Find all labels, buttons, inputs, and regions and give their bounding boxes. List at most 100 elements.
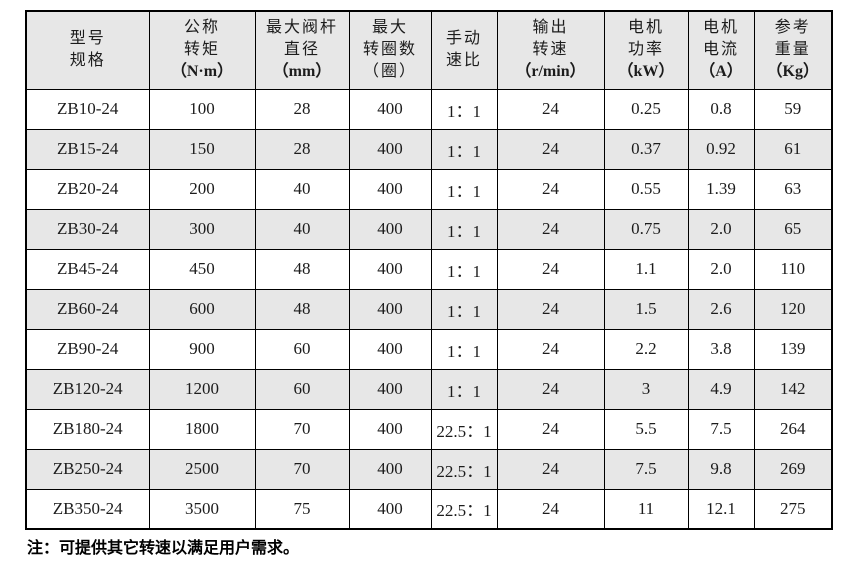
value-cell: 275 [753,488,833,530]
value-cell: 1.5 [603,288,689,330]
value-cell: 2.0 [687,248,755,290]
column-header-5: 输出 转速 （r/min） [496,10,605,90]
value-cell: 400 [348,128,432,170]
model-cell: ZB45-24 [25,248,150,290]
column-header-7: 电机电流 （A） [687,10,755,90]
value-cell: 120 [753,288,833,330]
value-cell: 450 [148,248,256,290]
value-cell: 24 [496,448,605,490]
value-cell: 1800 [148,408,256,450]
value-cell: 900 [148,328,256,370]
value-cell: 24 [496,368,605,410]
value-cell: 24 [496,328,605,370]
value-cell: 400 [348,448,432,490]
value-cell: 1：1 [430,328,498,370]
value-cell: 400 [348,288,432,330]
header-line: 手动 [445,30,482,48]
header-line: 转圈数 [362,41,417,59]
header-line: 最大阀杆 [265,19,338,37]
table-row: ZB60-24 600 48 400 1：1 24 1.5 2.6 120 [25,288,833,330]
value-cell: 400 [348,168,432,210]
value-cell: 65 [753,208,833,250]
value-cell: 0.92 [687,128,755,170]
header-line: 重量 [774,41,811,59]
model-cell: ZB90-24 [25,328,150,370]
value-cell: 400 [348,208,432,250]
value-cell: 61 [753,128,833,170]
value-cell: 7.5 [687,408,755,450]
column-header-2: 最大阀杆 直径 （mm） [254,10,350,90]
value-cell: 22.5：1 [430,488,498,530]
value-cell: 1.39 [687,168,755,210]
value-cell: 24 [496,288,605,330]
value-cell: 400 [348,488,432,530]
value-cell: 600 [148,288,256,330]
value-cell: 24 [496,408,605,450]
value-cell: 400 [348,408,432,450]
value-cell: 22.5：1 [430,448,498,490]
footnote: 注：可提供其它转速以满足用户需求。 [27,540,300,557]
column-header-6: 电机 功率 （kW） [603,10,689,90]
value-cell: 1.1 [603,248,689,290]
value-cell: 100 [148,88,256,130]
header-unit: （A） [699,63,743,81]
model-cell: ZB15-24 [25,128,150,170]
value-cell: 1：1 [430,368,498,410]
value-cell: 3500 [148,488,256,530]
value-cell: 2500 [148,448,256,490]
value-cell: 11 [603,488,689,530]
header-line: 电流 [702,41,739,59]
value-cell: 300 [148,208,256,250]
column-header-0: 型号 规格 [25,10,150,90]
value-cell: 2.6 [687,288,755,330]
value-cell: 2.2 [603,328,689,370]
value-cell: 200 [148,168,256,210]
header-line: 规格 [69,52,106,70]
value-cell: 2.0 [687,208,755,250]
value-cell: 400 [348,328,432,370]
header-line: 型号 [69,30,106,48]
table-row: ZB15-24 150 28 400 1：1 24 0.37 0.92 61 [25,128,833,170]
table-row: ZB90-24 900 60 400 1：1 24 2.2 3.8 139 [25,328,833,370]
value-cell: 24 [496,168,605,210]
value-cell: 0.75 [603,208,689,250]
value-cell: 4.9 [687,368,755,410]
header-line: 公称 [183,19,220,37]
table-row: ZB180-24 1800 70 400 22.5：1 24 5.5 7.5 264 [25,408,833,450]
value-cell: 24 [496,208,605,250]
value-cell: 139 [753,328,833,370]
header-line: 转矩 [183,41,220,59]
value-cell: 269 [753,448,833,490]
header-unit: （r/min） [515,63,586,81]
header-line: 参考 [774,19,811,37]
value-cell: 400 [348,368,432,410]
spec-table: 型号 规格 公称 转矩 （N·m） 最大阀杆 直径 （mm） 最大 转圈数 （圈） 手动 速比 输出 转速 （… [25,10,833,530]
value-cell: 24 [496,488,605,530]
value-cell: 3 [603,368,689,410]
header-line: 速比 [445,52,482,70]
value-cell: 1：1 [430,128,498,170]
header-line: 最大 [371,19,408,37]
value-cell: 24 [496,248,605,290]
model-cell: ZB350-24 [25,488,150,530]
model-cell: ZB30-24 [25,208,150,250]
header-line: 转速 [532,41,569,59]
value-cell: 110 [753,248,833,290]
value-cell: 1：1 [430,168,498,210]
value-cell: 40 [254,168,350,210]
value-cell: 1：1 [430,88,498,130]
value-cell: 3.8 [687,328,755,370]
value-cell: 40 [254,208,350,250]
value-cell: 48 [254,248,350,290]
model-cell: ZB180-24 [25,408,150,450]
value-cell: 48 [254,288,350,330]
value-cell: 0.37 [603,128,689,170]
model-cell: ZB60-24 [25,288,150,330]
value-cell: 24 [496,88,605,130]
value-cell: 9.8 [687,448,755,490]
header-line: 电机 [702,19,739,37]
value-cell: 28 [254,128,350,170]
table-row: ZB250-24 2500 70 400 22.5：1 24 7.5 9.8 269 [25,448,833,490]
header-unit: （圈） [362,63,417,81]
value-cell: 0.8 [687,88,755,130]
